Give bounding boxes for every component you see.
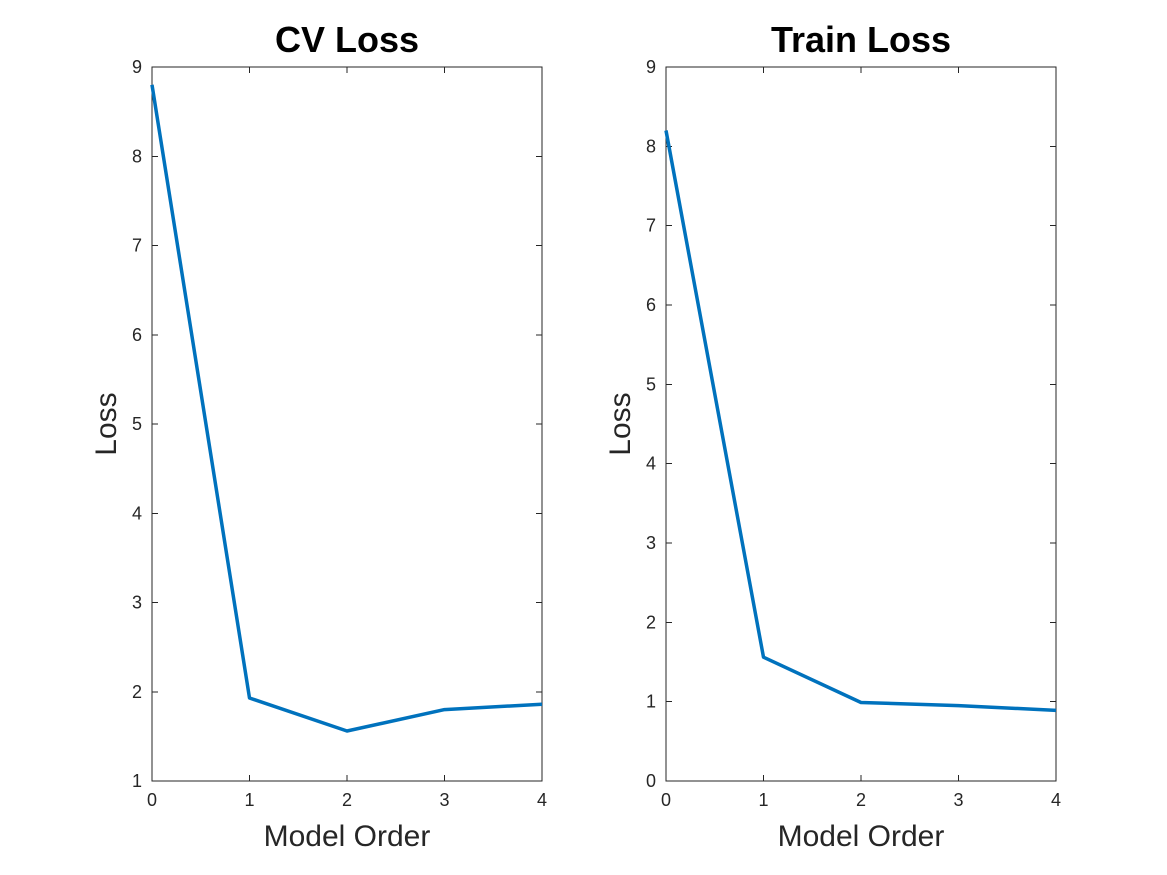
train-loss-chart: Train Loss Model Order Loss 0 1 2 3 4 0 1 2 3 4 5 6… xyxy=(604,19,1061,853)
cv-loss-title: CV Loss xyxy=(275,19,419,60)
train-loss-y-tick-label: 4 xyxy=(646,454,656,474)
train-loss-ticks: 0 1 2 3 4 0 1 2 3 4 5 6 7 8 9 xyxy=(646,57,1061,810)
cv-loss-x-tick-label: 2 xyxy=(342,790,352,810)
train-loss-y-tick-label: 8 xyxy=(646,136,656,156)
train-loss-series-line xyxy=(664,130,1057,713)
train-loss-y-axis-label: Loss xyxy=(604,392,637,455)
train-loss-y-tick-label: 6 xyxy=(646,295,656,315)
cv-loss-y-tick-label: 5 xyxy=(132,414,142,434)
cv-loss-y-tick-label: 7 xyxy=(132,236,142,256)
cv-loss-plot-area xyxy=(151,66,543,782)
train-loss-x-axis-label: Model Order xyxy=(778,820,945,853)
cv-loss-x-tick-label: 3 xyxy=(439,790,449,810)
cv-loss-x-axis-label: Model Order xyxy=(264,820,431,853)
cv-loss-y-tick-label: 6 xyxy=(132,325,142,345)
cv-loss-series-line xyxy=(150,84,543,733)
cv-loss-x-tick-label: 4 xyxy=(537,790,547,810)
cv-loss-y-tick-label: 9 xyxy=(132,57,142,77)
train-loss-x-tick-label: 2 xyxy=(856,790,866,810)
train-loss-plot-area xyxy=(665,66,1057,782)
cv-loss-x-tick-label: 0 xyxy=(147,790,157,810)
cv-loss-y-tick-label: 8 xyxy=(132,146,142,166)
train-loss-x-tick-label: 0 xyxy=(661,790,671,810)
train-loss-y-tick-label: 1 xyxy=(646,692,656,712)
train-loss-x-tick-label: 3 xyxy=(953,790,963,810)
train-loss-y-tick-label: 3 xyxy=(646,533,656,553)
train-loss-y-tick-label: 9 xyxy=(646,57,656,77)
cv-loss-series xyxy=(150,84,543,733)
train-loss-y-tick-label: 0 xyxy=(646,771,656,791)
train-loss-y-tick-label: 5 xyxy=(646,374,656,394)
cv-loss-x-tick-label: 1 xyxy=(244,790,254,810)
train-loss-y-tick-label: 7 xyxy=(646,216,656,236)
cv-loss-y-tick-label: 2 xyxy=(132,682,142,702)
train-loss-title: Train Loss xyxy=(771,19,951,60)
cv-loss-y-axis-label: Loss xyxy=(90,392,123,455)
cv-loss-y-tick-label: 1 xyxy=(132,771,142,791)
train-loss-series xyxy=(664,130,1057,713)
train-loss-x-tick-label: 1 xyxy=(758,790,768,810)
cv-loss-y-tick-label: 4 xyxy=(132,503,142,523)
train-loss-y-tick-label: 2 xyxy=(646,612,656,632)
train-loss-x-tick-label: 4 xyxy=(1051,790,1061,810)
cv-loss-y-tick-label: 3 xyxy=(132,593,142,613)
